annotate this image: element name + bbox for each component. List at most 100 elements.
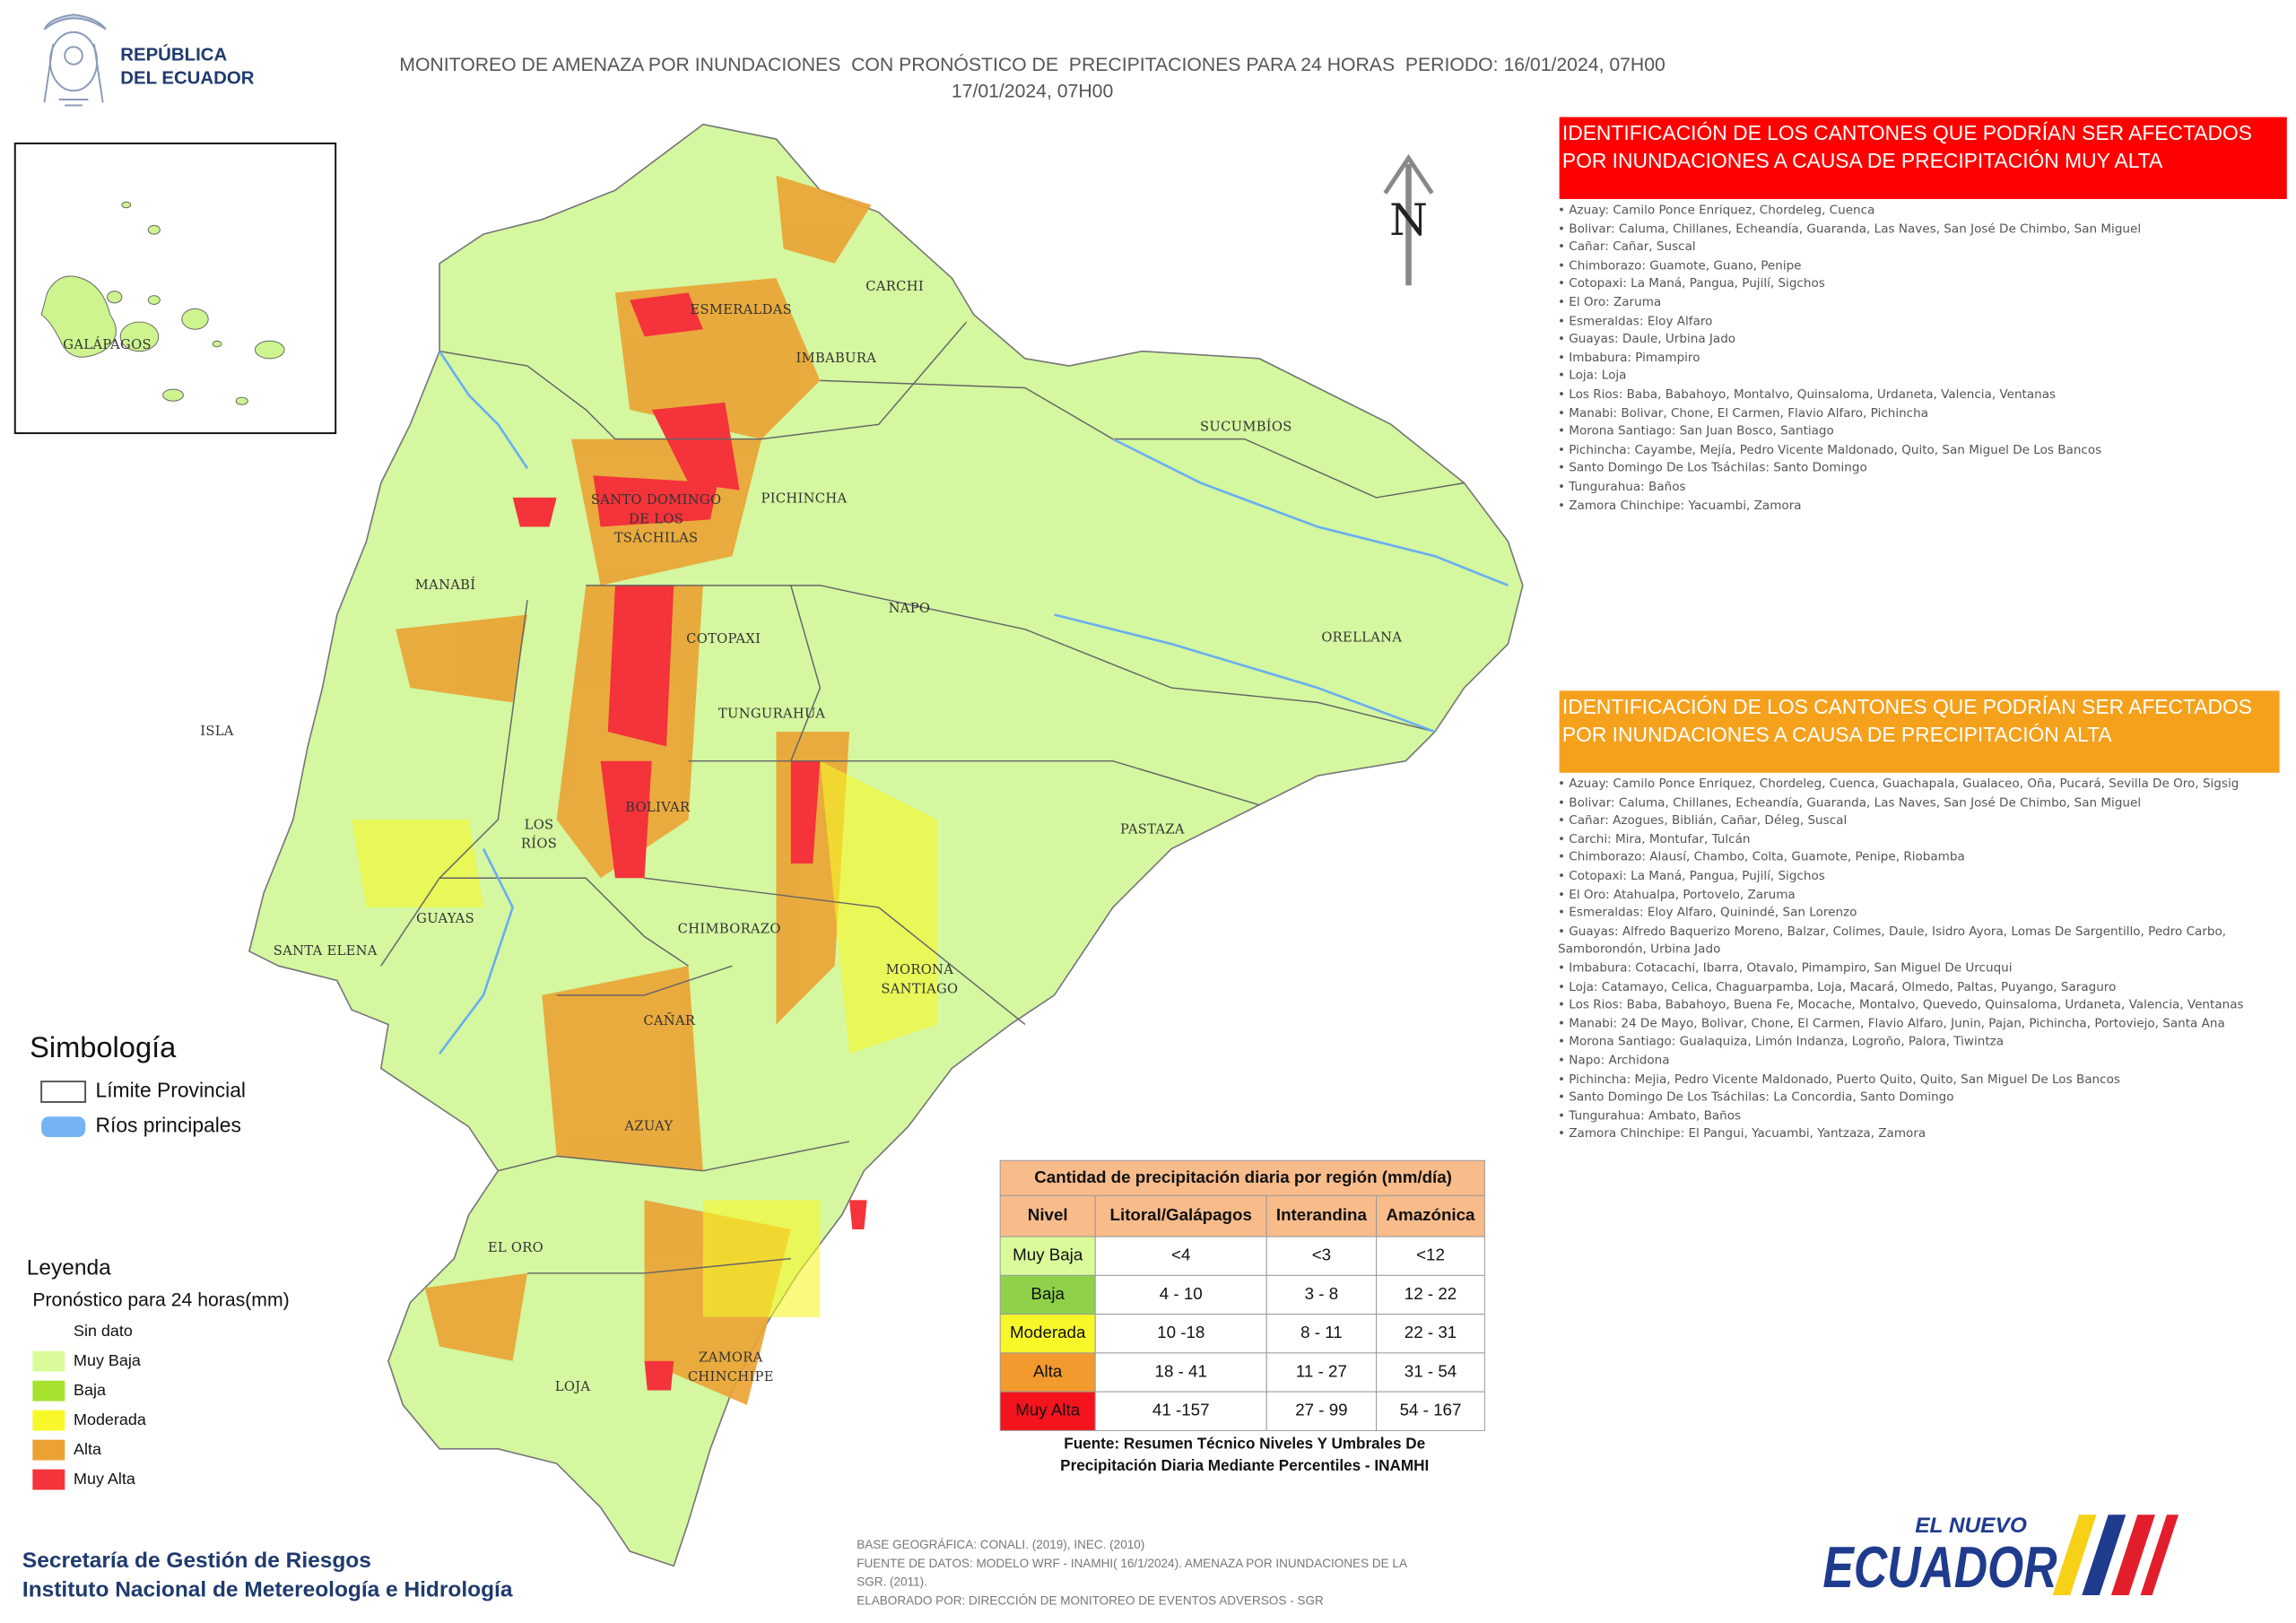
canton-item: • Tungurahua: Baños bbox=[1557, 478, 1686, 493]
galapagos-islands bbox=[40, 201, 285, 405]
map-title: 17/01/2024, 07H00 bbox=[952, 81, 1113, 101]
symbology-item: Ríos principales bbox=[96, 1114, 241, 1137]
table-cell-text: 41 -157 bbox=[1152, 1401, 1210, 1419]
canton-item: • Morona Santiago: Gualaquiza, Limón Ind… bbox=[1557, 1033, 2005, 1049]
organization: Instituto Nacional de Metereología e Hid… bbox=[22, 1578, 513, 1602]
river-swatch bbox=[41, 1116, 86, 1138]
panel-title: IDENTIFICACIÓN DE LOS CANTONES QUE PODRÍ… bbox=[1562, 121, 2252, 144]
canton-item: • Guayas: Alfredo Baquerizo Moreno, Balz… bbox=[1557, 923, 2227, 957]
province-label: AZUAY bbox=[623, 1119, 673, 1134]
province-label: LOS bbox=[525, 818, 554, 833]
symbology-title: Simbología bbox=[30, 1030, 177, 1063]
canton-item: • Santo Domingo De Los Tsáchilas: La Con… bbox=[1557, 1089, 1954, 1104]
table-header-cell bbox=[999, 1194, 1096, 1237]
canton-item: • Santo Domingo De Los Tsáchilas: Santo … bbox=[1557, 459, 1867, 475]
table-cell bbox=[1376, 1391, 1485, 1431]
canton-item: • Imbabura: Pimampiro bbox=[1557, 349, 1700, 364]
province-label: BOLIVAR bbox=[625, 800, 691, 815]
panel-header bbox=[1559, 690, 2280, 773]
province-label: MANABÍ bbox=[415, 577, 476, 593]
canton-item: • Zamora Chinchipe: Yacuambi, Zamora bbox=[1557, 497, 1802, 512]
table-source: Fuente: Resumen Técnico Niveles Y Umbral… bbox=[1064, 1434, 1425, 1452]
table-cell bbox=[1094, 1274, 1267, 1315]
note: ELABORADO POR: DIRECCIÓN DE MONITOREO DE… bbox=[857, 1593, 1324, 1607]
table-cell-text: 11 - 27 bbox=[1296, 1361, 1347, 1380]
canton-list: • Azuay: Camilo Ponce Enriquez, Chordele… bbox=[1558, 201, 2283, 514]
legend-swatch bbox=[32, 1410, 65, 1431]
table-header: Nivel bbox=[1028, 1205, 1068, 1224]
logo-text: ECUADOR bbox=[1822, 1534, 2057, 1600]
canton-item: • Loja: Catamayo, Celica, Chaguarpamba, … bbox=[1557, 978, 2117, 994]
canton-panels: IDENTIFICACIÓN DE LOS CANTONES QUE PODRÍ… bbox=[1557, 117, 2287, 1141]
table-cell-text: 54 - 167 bbox=[1400, 1401, 1462, 1419]
canton-item: • Chimborazo: Alausí, Chambo, Colta, Gua… bbox=[1557, 849, 1965, 864]
canton-item: • Manabi: Bolivar, Chone, El Carmen, Fla… bbox=[1557, 404, 1929, 420]
province-label: PICHINCHA bbox=[761, 491, 848, 507]
legend-swatch bbox=[32, 1380, 65, 1402]
table-cell-text: Baja bbox=[1031, 1284, 1065, 1303]
province-label: CAÑAR bbox=[643, 1012, 696, 1028]
threshold-table: Cantidad de precipitación diaria por reg… bbox=[999, 1159, 1485, 1474]
canton-item: • Bolivar: Caluma, Chillanes, Echeandía,… bbox=[1557, 794, 2142, 809]
province-label: SANTA ELENA bbox=[274, 943, 378, 959]
table-cell-text: Alta bbox=[1033, 1361, 1063, 1380]
note: FUENTE DE DATOS: MODELO WRF - INAMHI( 16… bbox=[857, 1557, 1407, 1570]
canton-item: • Cotopaxi: La Maná, Pangua, Pujilí, Sig… bbox=[1557, 275, 1825, 291]
table-cell-text: 10 -18 bbox=[1157, 1323, 1205, 1341]
table-cell bbox=[999, 1274, 1096, 1315]
north-label: N bbox=[1389, 195, 1428, 246]
legend-label: Sin dato bbox=[74, 1322, 133, 1340]
table-cell bbox=[1265, 1314, 1378, 1354]
table-cell-text: 18 - 41 bbox=[1155, 1361, 1207, 1380]
table-cell-text: 12 - 22 bbox=[1405, 1284, 1457, 1303]
province-label: GALÁPAGOS bbox=[63, 336, 152, 352]
table-cell bbox=[1376, 1314, 1485, 1354]
table-cell bbox=[999, 1391, 1096, 1431]
table-cell bbox=[1094, 1236, 1267, 1276]
canton-item: • Esmeraldas: Eloy Alfaro, Quinindé, San… bbox=[1557, 904, 1857, 920]
table-cell bbox=[1265, 1391, 1378, 1431]
table-cell-text: <3 bbox=[1312, 1245, 1331, 1264]
panel-list: • Azuay: Camilo Ponce Enriquez, Chordele… bbox=[1557, 776, 2244, 1141]
province-label: MORONA bbox=[886, 962, 954, 977]
table-header: Interandina bbox=[1276, 1205, 1368, 1224]
table-header-cell bbox=[1094, 1194, 1267, 1237]
table-title: Cantidad de precipitación diaria por reg… bbox=[1034, 1167, 1452, 1186]
canton-item: • Tungurahua: Ambato, Baños bbox=[1557, 1107, 1742, 1123]
province-label: ESMERALDAS bbox=[690, 302, 792, 317]
canton-item: • Morona Santiago: San Juan Bosco, Santi… bbox=[1557, 422, 1834, 438]
table-cell-text: 4 - 10 bbox=[1160, 1284, 1203, 1303]
table-cell-text: 31 - 54 bbox=[1405, 1361, 1457, 1380]
table-cell bbox=[1376, 1352, 1485, 1393]
table-cell bbox=[999, 1314, 1096, 1354]
table-source: Precipitación Diaria Mediante Percentile… bbox=[1060, 1456, 1429, 1474]
province-label: IMBABURA bbox=[796, 351, 877, 366]
canton-item: • Imbabura: Cotacachi, Ibarra, Otavalo, … bbox=[1557, 959, 2013, 975]
province-label: ORELLANA bbox=[1321, 630, 1402, 646]
canton-item: • Pichincha: Mejia, Pedro Vicente Maldon… bbox=[1557, 1070, 2120, 1086]
symbology-item: Límite Provincial bbox=[96, 1079, 246, 1102]
table-cell-text: Muy Baja bbox=[1013, 1245, 1083, 1264]
legend: Sin dato Muy Baja Baja Moderada Alta Muy Alta bbox=[31, 1320, 146, 1490]
canton-item: • Cañar: Azogues, Biblián, Cañar, Déleg,… bbox=[1557, 812, 1848, 828]
canton-item: • Napo: Archidona bbox=[1557, 1052, 1670, 1067]
legend-title: Leyenda bbox=[27, 1256, 111, 1280]
table-cell-text: <12 bbox=[1416, 1245, 1445, 1264]
panel-header bbox=[1559, 117, 2287, 199]
province-labels: ESMERALDAS CARCHI IMBABURA SUCUMBÍOS PICHINC… bbox=[200, 279, 1402, 1394]
canton-item: • Manabi: 24 De Mayo, Bolivar, Chone, El… bbox=[1557, 1015, 2225, 1030]
province-label: GUAYAS bbox=[416, 911, 474, 926]
province-label: PASTAZA bbox=[1120, 821, 1185, 837]
canton-item: • Chimborazo: Guamote, Guano, Penipe bbox=[1557, 256, 1802, 273]
province-label: TUNGURAHUA bbox=[718, 706, 825, 721]
province-label: COTOPAXI bbox=[686, 631, 761, 647]
north-arrow bbox=[1383, 153, 1434, 286]
rivers bbox=[438, 350, 1509, 1055]
panel-title: IDENTIFICACIÓN DE LOS CANTONES QUE PODRÍ… bbox=[1562, 695, 2252, 718]
legend-label: Alta bbox=[74, 1440, 101, 1458]
table-cell bbox=[1094, 1352, 1267, 1393]
canton-item: • Los Rios: Baba, Babahoyo, Montalvo, Qu… bbox=[1557, 386, 2057, 402]
table-cell-text: Muy Alta bbox=[1015, 1401, 1080, 1419]
